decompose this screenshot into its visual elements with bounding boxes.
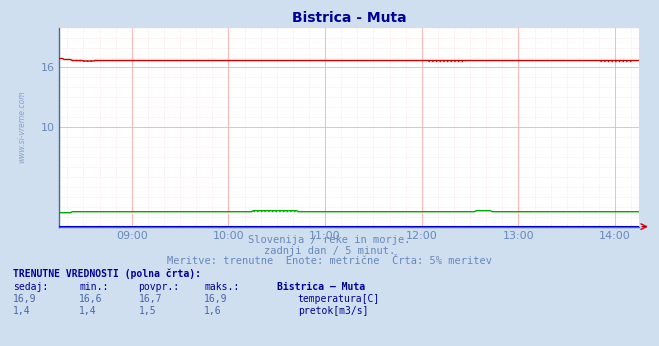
Text: 1,4: 1,4: [13, 306, 31, 316]
Text: maks.:: maks.:: [204, 282, 239, 292]
Text: sedaj:: sedaj:: [13, 282, 48, 292]
Text: Bistrica – Muta: Bistrica – Muta: [277, 282, 365, 292]
Text: temperatura[C]: temperatura[C]: [298, 294, 380, 304]
Text: 16,9: 16,9: [204, 294, 228, 304]
Text: min.:: min.:: [79, 282, 109, 292]
Text: Meritve: trenutne  Enote: metrične  Črta: 5% meritev: Meritve: trenutne Enote: metrične Črta: …: [167, 256, 492, 266]
Text: 16,6: 16,6: [79, 294, 103, 304]
Text: 16,9: 16,9: [13, 294, 37, 304]
Title: Bistrica - Muta: Bistrica - Muta: [292, 11, 407, 25]
Text: 1,5: 1,5: [138, 306, 156, 316]
Text: 1,4: 1,4: [79, 306, 97, 316]
Text: TRENUTNE VREDNOSTI (polna črta):: TRENUTNE VREDNOSTI (polna črta):: [13, 268, 201, 279]
Text: 16,7: 16,7: [138, 294, 162, 304]
Text: Slovenija / reke in morje.: Slovenija / reke in morje.: [248, 235, 411, 245]
Text: zadnji dan / 5 minut.: zadnji dan / 5 minut.: [264, 246, 395, 256]
Text: pretok[m3/s]: pretok[m3/s]: [298, 306, 368, 316]
Text: www.si-vreme.com: www.si-vreme.com: [17, 91, 26, 163]
Text: povpr.:: povpr.:: [138, 282, 179, 292]
Text: 1,6: 1,6: [204, 306, 222, 316]
